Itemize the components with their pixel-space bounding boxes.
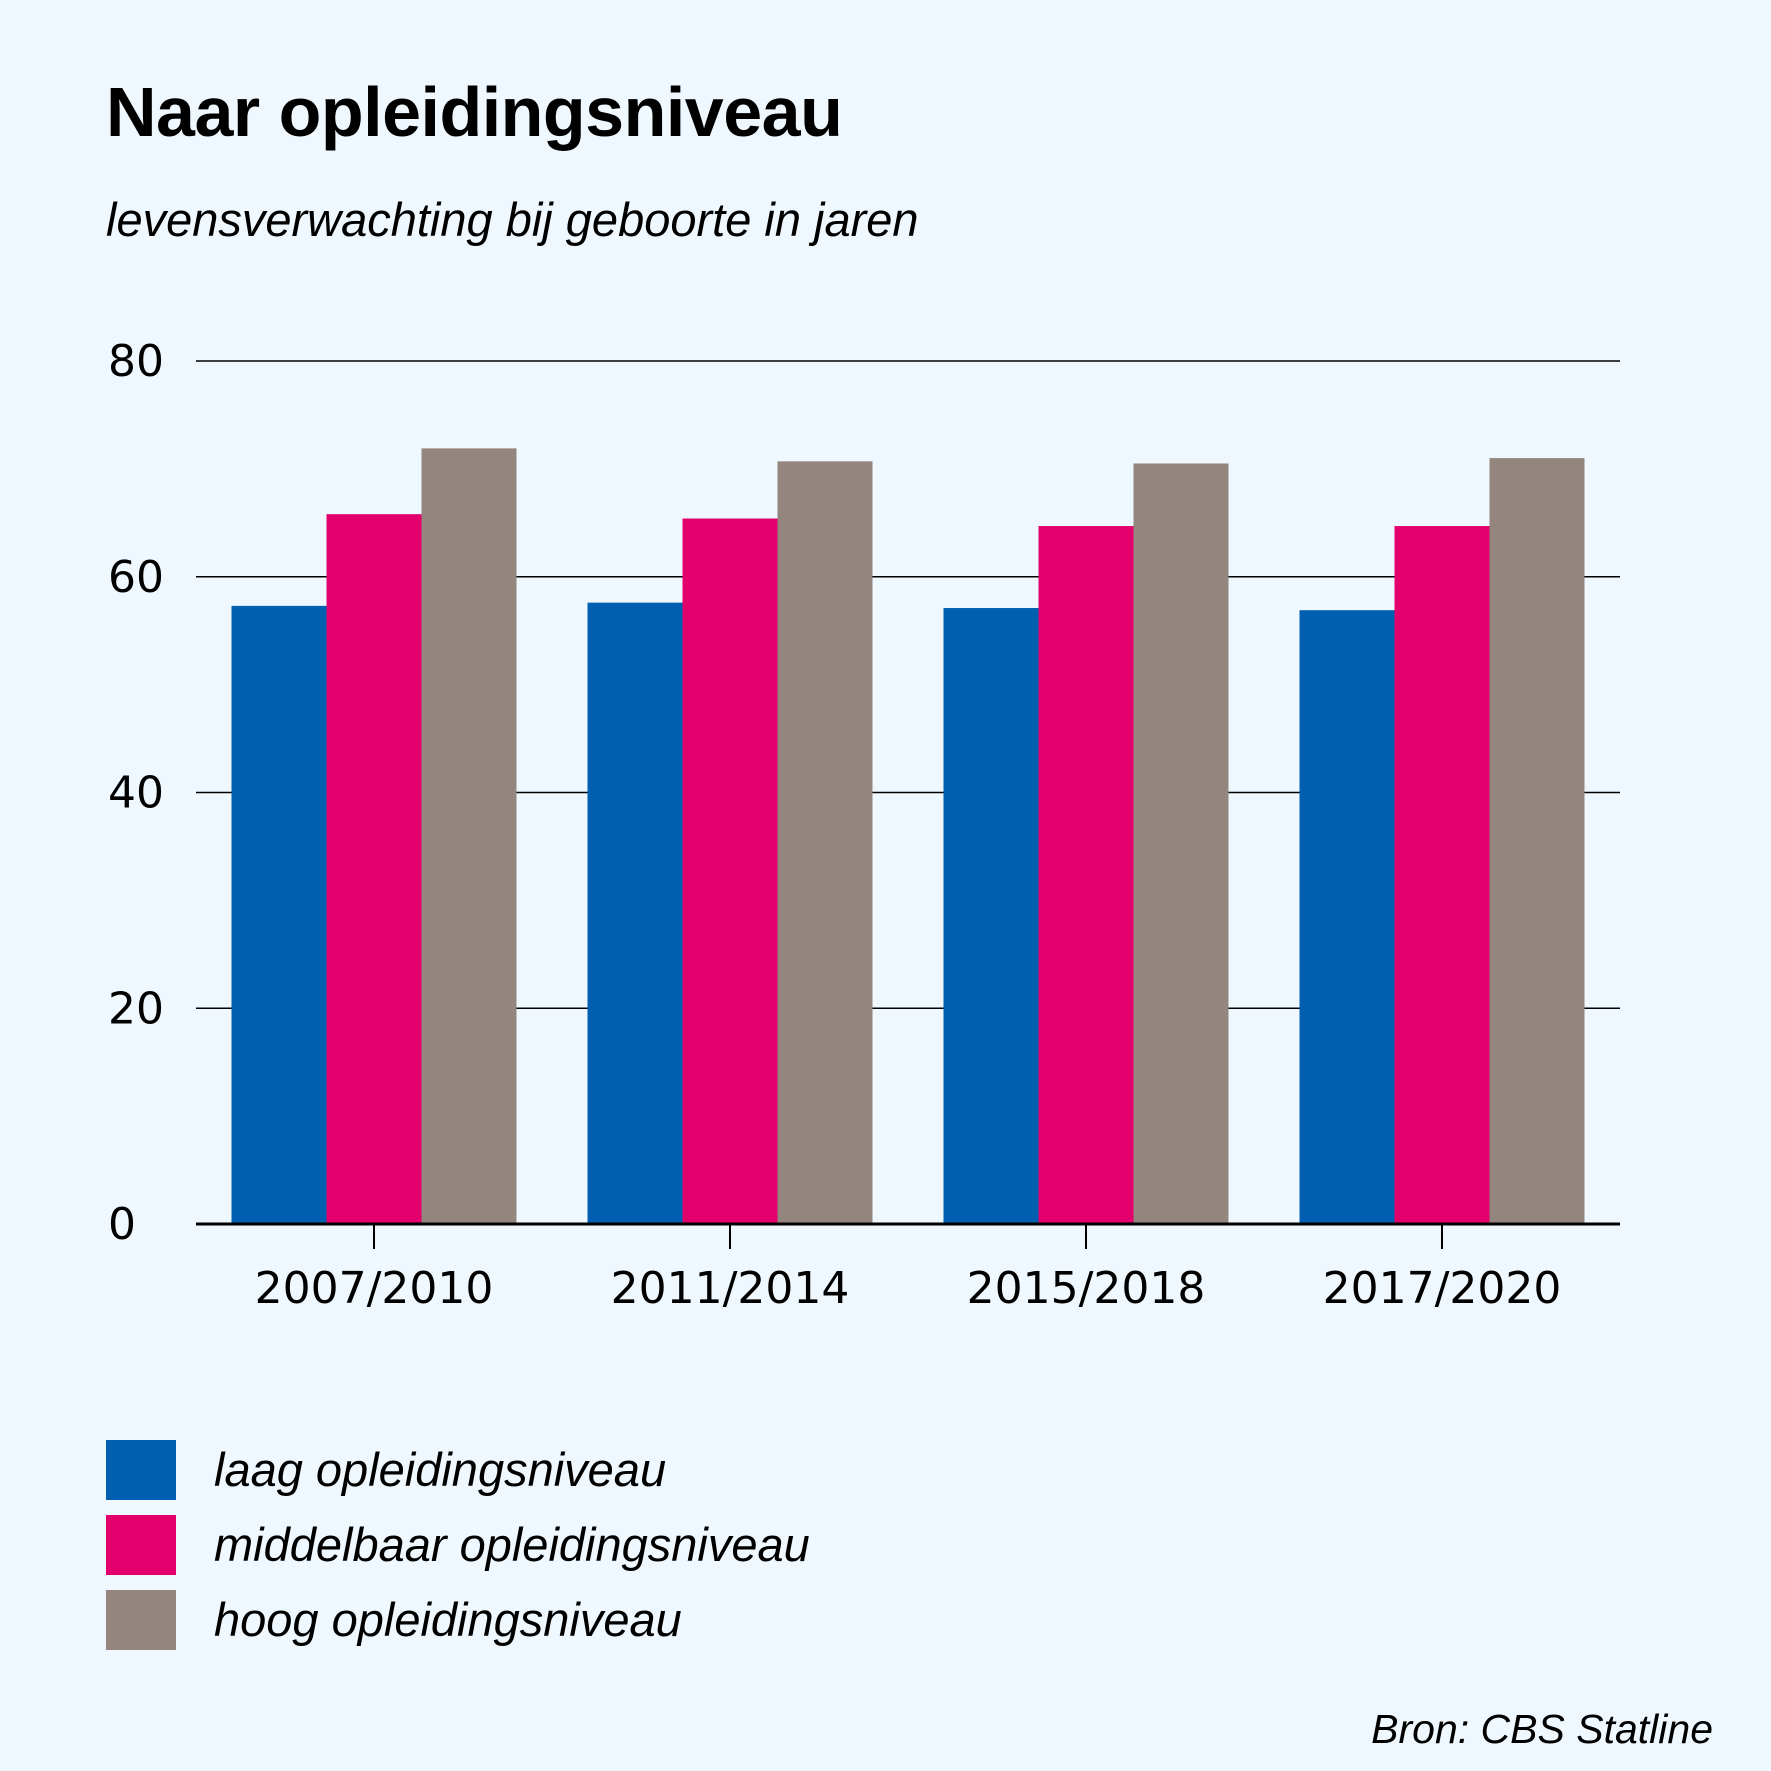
- bar: [682, 518, 778, 1224]
- y-tick-label: 40: [108, 768, 164, 819]
- legend-item-hoog: hoog opleidingsniveau: [106, 1582, 810, 1657]
- legend-swatch-laag: [106, 1439, 176, 1500]
- bar: [1489, 458, 1585, 1224]
- legend-swatch-hoog: [106, 1589, 176, 1650]
- x-tick-label: 2007/2010: [255, 1263, 494, 1314]
- bar: [1038, 526, 1134, 1224]
- x-tick-label: 2011/2014: [611, 1263, 850, 1314]
- legend-item-laag: laag opleidingsniveau: [106, 1432, 810, 1507]
- legend-label-laag: laag opleidingsniveau: [214, 1443, 667, 1496]
- bar-chart: 0 20 40 60 80 2007/2010 2011/2014 2015/2018 2017…: [108, 336, 1620, 1314]
- y-tick-label: 80: [108, 336, 164, 387]
- bar: [326, 514, 422, 1224]
- source-note: Bron: CBS Statline: [1371, 1706, 1713, 1752]
- bar: [777, 461, 873, 1225]
- legend-label-hoog: hoog opleidingsniveau: [214, 1593, 682, 1646]
- bar: [943, 608, 1039, 1224]
- chart-subtitle: levensverwachting bij geboorte in jaren: [106, 193, 919, 246]
- x-tick-label: 2017/2020: [1323, 1263, 1562, 1314]
- y-tick-label: 0: [108, 1199, 136, 1250]
- y-tick-label: 60: [108, 552, 164, 603]
- y-tick-label: 20: [108, 983, 164, 1034]
- x-tick-label: 2015/2018: [967, 1263, 1206, 1314]
- chart-title: Naar opleidingsniveau: [106, 73, 843, 151]
- legend-label-middelbaar: middelbaar opleidingsniveau: [214, 1518, 810, 1571]
- bar: [1394, 526, 1490, 1224]
- legend-swatch-middelbaar: [106, 1514, 176, 1575]
- bar: [1299, 610, 1395, 1224]
- legend-item-middelbaar: middelbaar opleidingsniveau: [106, 1507, 810, 1582]
- bar: [1133, 463, 1229, 1224]
- legend: laag opleidingsniveau middelbaar opleidi…: [106, 1432, 810, 1657]
- bar: [587, 602, 683, 1224]
- bar: [231, 605, 327, 1224]
- bar: [421, 448, 517, 1224]
